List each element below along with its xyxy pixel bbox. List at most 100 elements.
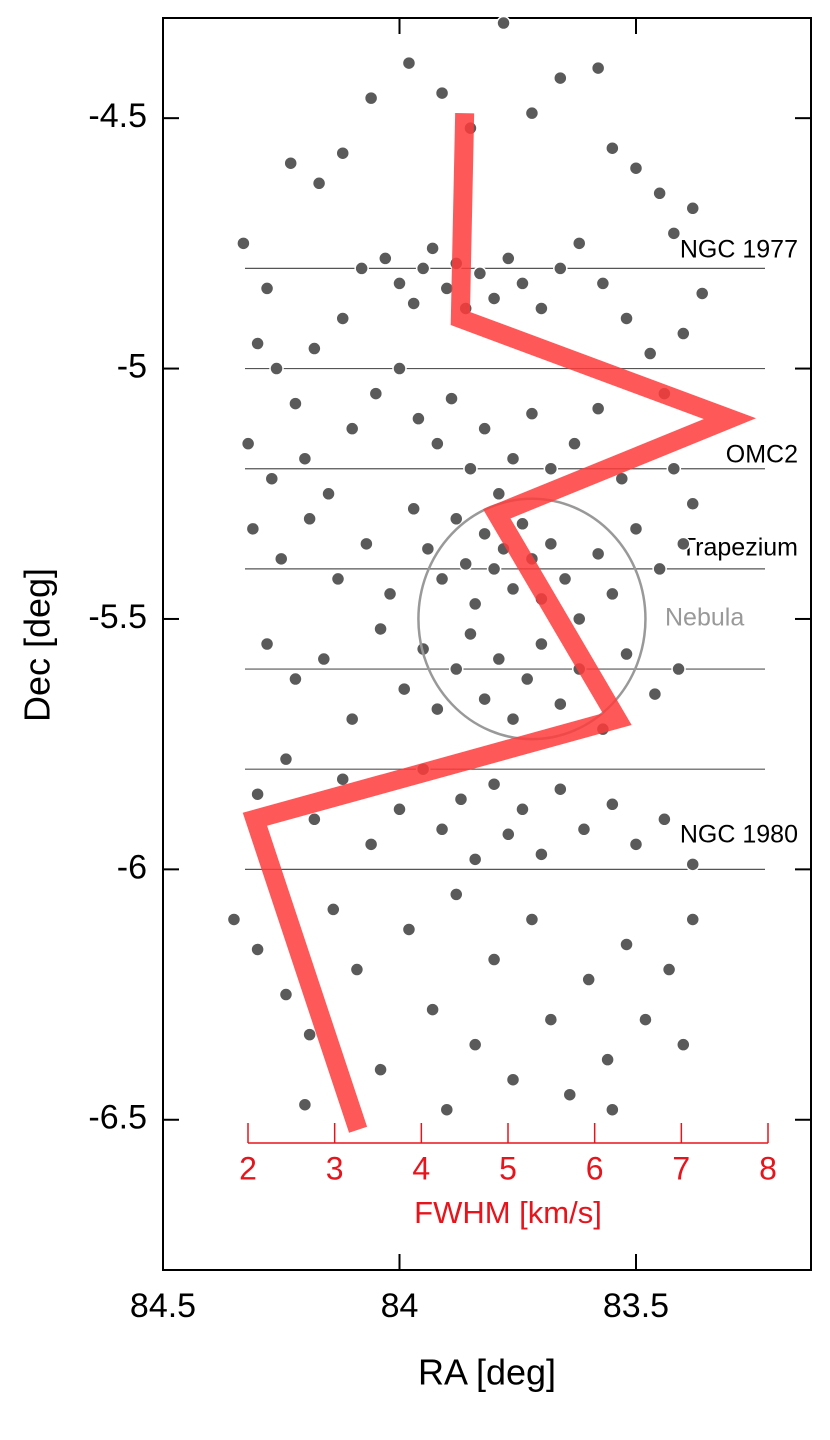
point (628, 521, 644, 537)
point (373, 1062, 388, 1077)
point (288, 396, 303, 411)
point (562, 1087, 578, 1102)
point (449, 661, 464, 677)
point (505, 451, 521, 466)
point (392, 802, 407, 817)
point (676, 536, 691, 552)
point (344, 711, 360, 727)
point (567, 436, 582, 451)
point (652, 561, 667, 577)
point (439, 1102, 455, 1117)
point (434, 822, 450, 837)
point (326, 902, 341, 917)
point (628, 160, 644, 176)
point (685, 201, 701, 216)
point (288, 671, 303, 687)
x2-tick-label: 8 (759, 1150, 777, 1186)
point (439, 281, 455, 296)
fwhm-profile (242, 112, 757, 1133)
point (406, 501, 421, 517)
point (581, 972, 596, 987)
point (359, 536, 374, 552)
point (647, 686, 663, 702)
point (553, 696, 568, 712)
point (344, 421, 360, 436)
point (543, 461, 559, 476)
point (269, 361, 284, 376)
point (302, 511, 317, 527)
point (250, 336, 265, 351)
point (685, 857, 701, 872)
x2-tick-label: 3 (326, 1150, 344, 1186)
point (661, 962, 677, 977)
point (524, 912, 540, 927)
point (505, 1072, 521, 1087)
point (430, 701, 445, 717)
point (463, 626, 478, 642)
point (420, 541, 436, 557)
point (278, 751, 294, 767)
point (676, 1037, 691, 1052)
point (411, 411, 426, 426)
point (638, 1012, 653, 1027)
x-tick-label: 84 (381, 1287, 419, 1325)
point (467, 852, 483, 867)
point (543, 536, 559, 552)
point (415, 261, 431, 276)
annotation: OMC2 (726, 441, 798, 469)
point (515, 276, 530, 291)
point (378, 251, 393, 266)
point (250, 786, 265, 802)
point (515, 802, 530, 817)
point (619, 646, 634, 662)
point (278, 987, 294, 1002)
point (534, 847, 549, 862)
y-axis-title: Dec [deg] (17, 568, 58, 722)
x2-tick-label: 5 (499, 1150, 517, 1186)
point (245, 521, 261, 537)
point (477, 526, 492, 542)
point (605, 1102, 620, 1117)
point (236, 236, 251, 251)
point (307, 812, 322, 827)
point (515, 516, 530, 532)
point (501, 827, 516, 842)
point (467, 1037, 483, 1052)
point (434, 85, 450, 101)
point (302, 1027, 317, 1042)
point (349, 962, 365, 977)
point (354, 261, 369, 276)
point (576, 822, 592, 837)
point (505, 581, 521, 597)
point (543, 1012, 559, 1027)
point (472, 266, 488, 281)
point (666, 461, 682, 476)
point (363, 837, 379, 852)
point (444, 391, 459, 406)
x2-tick-label: 4 (412, 1150, 430, 1186)
point (373, 621, 388, 637)
point (382, 586, 398, 602)
point (505, 711, 521, 727)
point (590, 401, 606, 416)
point (600, 1052, 615, 1067)
point (553, 70, 568, 86)
point (534, 636, 549, 652)
point (449, 511, 464, 527)
point (430, 436, 445, 451)
annotation: NGC 1977 (680, 236, 798, 264)
point (553, 781, 568, 797)
point (335, 145, 350, 161)
point (458, 556, 473, 572)
point (449, 887, 464, 902)
x2-axis-title: FWHM [km/s] (414, 1195, 602, 1230)
point (619, 937, 634, 952)
point (406, 296, 421, 311)
x-tick-label: 84.5 (130, 1287, 196, 1325)
point (486, 291, 502, 306)
x2-tick-label: 6 (586, 1150, 604, 1186)
point (264, 471, 280, 486)
point (491, 651, 507, 667)
point (605, 586, 620, 602)
point (226, 912, 242, 927)
